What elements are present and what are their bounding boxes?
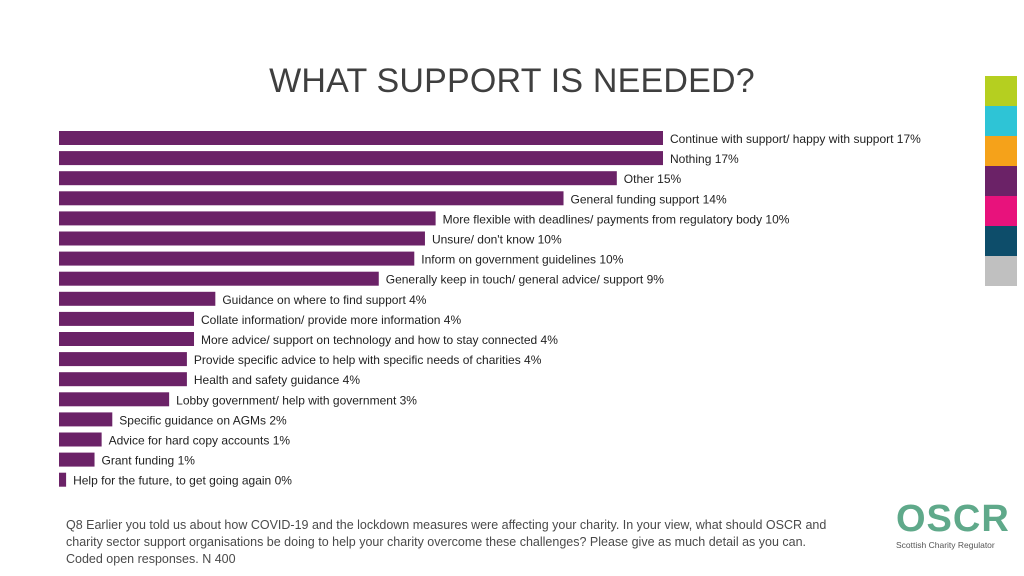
bar-label: Continue with support/ happy with suppor…: [670, 132, 921, 146]
bar-label: Inform on government guidelines 10%: [421, 253, 623, 267]
bar-label: Lobby government/ help with government 3…: [176, 393, 417, 407]
logo-tagline: Scottish Charity Regulator: [896, 540, 995, 550]
bar: [59, 472, 67, 487]
bar-label: More advice/ support on technology and h…: [201, 333, 558, 347]
page-title: WHAT SUPPORT IS NEEDED?: [269, 62, 755, 100]
bar: [59, 251, 415, 266]
bar: [59, 171, 617, 186]
color-swatch-strip: [985, 76, 1017, 286]
bar: [59, 452, 95, 467]
bar-label: Help for the future, to get going again …: [73, 474, 292, 488]
bar: [59, 352, 187, 367]
bar-label: Provide specific advice to help with spe…: [194, 353, 542, 367]
bar-label: Other 15%: [624, 172, 682, 186]
color-swatch: [985, 196, 1017, 226]
footnote-line: Q8 Earlier you told us about how COVID-1…: [66, 518, 827, 532]
color-swatch: [985, 76, 1017, 106]
color-swatch: [985, 106, 1017, 136]
bar: [59, 432, 102, 447]
bar-label: More flexible with deadlines/ payments f…: [443, 212, 790, 226]
footnote-line: Coded open responses. N 400: [66, 552, 236, 566]
bar-label: Health and safety guidance 4%: [194, 373, 360, 387]
color-swatch: [985, 166, 1017, 196]
bar-label: Specific guidance on AGMs 2%: [119, 413, 287, 427]
bar: [59, 291, 216, 306]
bar: [59, 412, 113, 427]
bar: [59, 151, 663, 166]
question-footnote: Q8 Earlier you told us about how COVID-1…: [66, 517, 856, 568]
color-swatch: [985, 226, 1017, 256]
logo-wordmark: OSCR: [896, 498, 1010, 540]
bar-label: Guidance on where to find support 4%: [222, 293, 426, 307]
bar: [59, 211, 436, 226]
bar-label: General funding support 14%: [571, 192, 727, 206]
bar-label: Nothing 17%: [670, 152, 739, 166]
bar: [59, 191, 564, 206]
bar: [59, 332, 195, 346]
bar-label: Unsure/ don't know 10%: [432, 233, 562, 247]
color-swatch: [985, 256, 1017, 286]
bar: [59, 372, 187, 387]
bar: [59, 271, 379, 286]
bar-label: Grant funding 1%: [102, 454, 196, 468]
bar-label: Generally keep in touch/ general advice/…: [386, 273, 664, 287]
bar-label: Advice for hard copy accounts 1%: [109, 434, 291, 448]
color-swatch: [985, 136, 1017, 166]
bar-label: Collate information/ provide more inform…: [201, 313, 461, 327]
bar: [59, 392, 170, 407]
bar: [59, 131, 663, 145]
oscr-logo: OSCR Scottish Charity Regulator: [896, 498, 1010, 550]
bar: [59, 311, 195, 326]
bar: [59, 231, 425, 246]
footnote-line: charity sector support organisations be …: [66, 535, 807, 549]
